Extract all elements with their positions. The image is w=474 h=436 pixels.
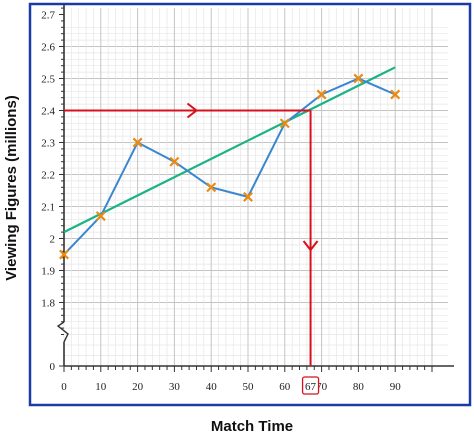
data-point: [353, 73, 364, 84]
data-point: [279, 118, 290, 129]
x-tick-label: 20: [132, 381, 144, 393]
data-point: [243, 191, 253, 202]
y-tick-label: 2.7: [41, 10, 55, 22]
data-point: [316, 89, 327, 100]
x-tick-label: 40: [206, 381, 218, 393]
estimate-label-box: [301, 376, 320, 395]
x-tick-label: 80: [353, 381, 365, 393]
data-point: [59, 249, 69, 260]
axis-break-mark: [56, 321, 69, 343]
y-tick-label: 2.6: [41, 42, 55, 54]
y-tick-label: 2.2: [41, 170, 55, 182]
data-point: [169, 156, 180, 167]
data-point: [95, 211, 106, 222]
arrow-down-icon: [302, 240, 319, 252]
tick-labels: 0 1.8 1.9 2 2.1 2.2 2.3 2.4 2.5 2.6 2.7 0 10 20 30 40 50…: [41, 10, 401, 394]
data-point-stroke: [353, 73, 364, 84]
x-tick-label: 60: [279, 381, 291, 393]
trend-line: [63, 66, 396, 234]
data-point-stroke: [316, 89, 327, 100]
y-tick-label: 1.9: [41, 266, 55, 278]
data-point-stroke: [206, 182, 217, 193]
x-tick-label: 10: [95, 381, 107, 393]
data-line: [63, 77, 396, 256]
grid: [63, 8, 448, 366]
data-point-stroke: [279, 118, 290, 129]
y-tick-label: 2: [50, 234, 56, 246]
data-point-stroke: [243, 191, 253, 202]
x-axis-label: Match Time: [211, 418, 293, 435]
arrow-right-icon: [186, 102, 199, 119]
data-point: [390, 89, 401, 100]
x-tick-label: 30: [169, 381, 181, 393]
chart-marks: 67: [59, 66, 401, 395]
data-point-stroke: [59, 249, 69, 260]
chart-frame: [28, 2, 472, 407]
x-tick-label: 90: [390, 381, 402, 393]
data-point: [206, 182, 217, 193]
data-point-stroke: [390, 89, 401, 100]
y-tick-label: 2.5: [41, 74, 55, 86]
estimate-x-label: 67: [305, 381, 317, 393]
y-tick-label: 0: [50, 361, 56, 373]
data-point-stroke: [169, 156, 180, 167]
x-tick-label: 70: [316, 381, 328, 393]
data-point: [132, 137, 143, 148]
x-tick-label: 0: [61, 381, 67, 393]
y-tick-label: 2.4: [41, 106, 55, 118]
y-tick-label: 2.3: [41, 138, 55, 150]
x-tick-label: 50: [243, 381, 255, 393]
y-axis-label: Viewing Figures (millions): [3, 95, 20, 281]
data-point-stroke: [132, 137, 143, 148]
axes: [56, 4, 454, 372]
data-point-stroke: [95, 211, 106, 222]
y-tick-label: 2.1: [41, 202, 55, 214]
y-tick-label: 1.8: [41, 298, 55, 310]
